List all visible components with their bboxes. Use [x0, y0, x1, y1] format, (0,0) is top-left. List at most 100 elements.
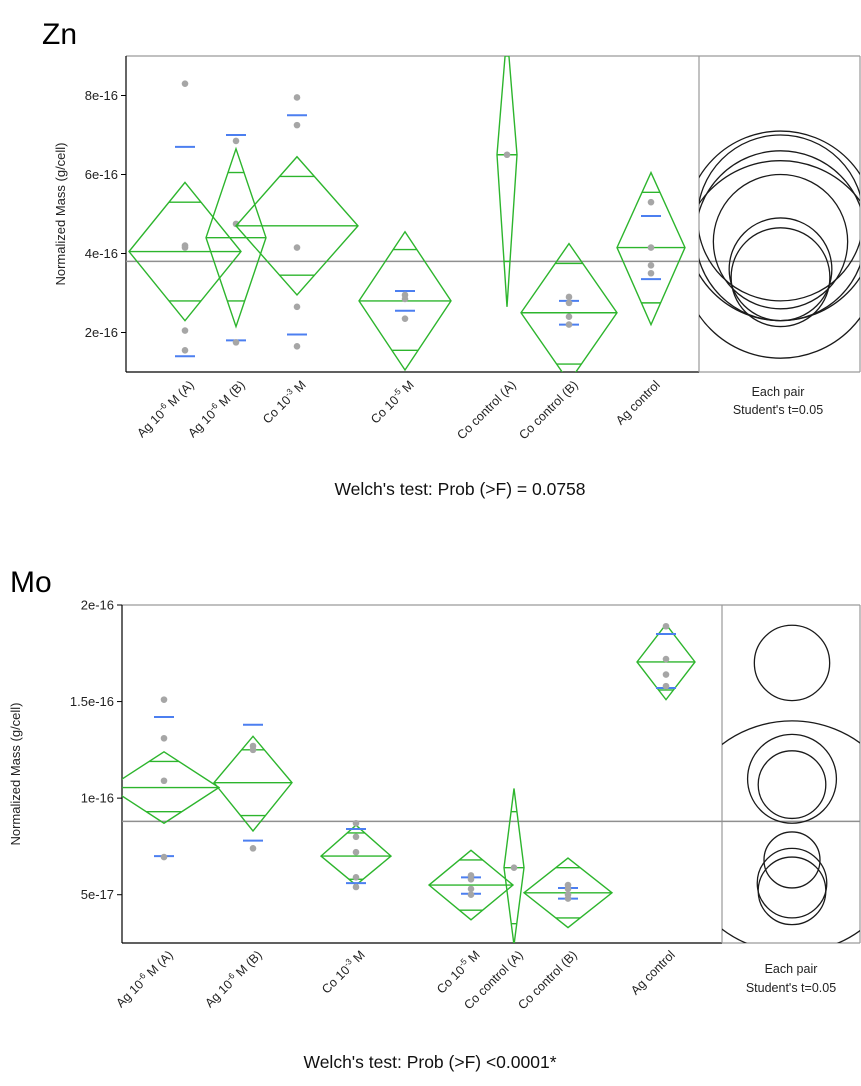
welch-test-result: Welch's test: Prob (>F) = 0.0758 — [334, 479, 585, 499]
data-point — [249, 746, 257, 754]
data-point — [401, 295, 409, 303]
comparison-circle — [699, 160, 860, 359]
data-point — [647, 198, 655, 206]
x-category-label: Co control (A) — [454, 378, 518, 442]
group-1 — [128, 80, 242, 358]
x-category-label: Co control (B) — [516, 378, 580, 442]
group-5 — [496, 56, 518, 307]
x-category-label: Ag 10-6 M (A) — [112, 946, 176, 1010]
data-point — [160, 777, 168, 785]
data-point — [662, 682, 670, 690]
y-tick-label: 4e-16 — [85, 246, 118, 261]
data-point — [565, 299, 573, 307]
data-point — [232, 137, 240, 145]
data-point — [401, 315, 409, 322]
panel-title: Zn — [42, 18, 77, 51]
data-point — [352, 883, 360, 891]
data-point — [352, 819, 360, 827]
data-point — [160, 696, 168, 703]
x-category-label: Co 10-5 M — [367, 376, 417, 426]
group-6 — [522, 857, 614, 929]
data-point — [181, 327, 189, 334]
means-diamond — [358, 230, 452, 372]
means-diamond — [205, 146, 267, 329]
data-point — [662, 655, 670, 663]
pair-label-line-1: Each pair — [765, 962, 818, 976]
data-point — [647, 244, 655, 251]
group-2 — [205, 134, 267, 346]
y-tick-label: 1e-16 — [81, 791, 114, 806]
group-4 — [427, 849, 515, 921]
data-point — [510, 864, 518, 871]
comparison-circle — [699, 134, 860, 302]
means-diamond — [522, 857, 614, 929]
welch-test-result: Welch's test: Prob (>F) <0.0001* — [304, 1052, 557, 1072]
x-category-label: Co 10-3 M — [259, 376, 309, 426]
comparison-circle — [730, 227, 831, 328]
panel-mo: Mo 5e-17 1e-16 1.5e-16 2e-16 Normalized Mass … — [8, 566, 861, 1072]
group-1 — [122, 696, 221, 861]
y-axis-label: Normalized Mass (g/cell) — [8, 702, 23, 845]
data-point — [565, 293, 573, 301]
comparison-circle — [728, 217, 833, 322]
data-point — [662, 671, 670, 678]
data-point — [181, 80, 189, 87]
data-point — [503, 151, 511, 159]
data-point — [565, 313, 573, 321]
data-point — [293, 244, 301, 251]
y-tick-label: 1.5e-16 — [70, 694, 114, 709]
data-point — [647, 262, 655, 269]
means-diamond — [496, 56, 518, 307]
comparison-circle — [756, 847, 828, 919]
x-category-label: Ag 10-6 M (B) — [201, 946, 265, 1010]
comparison-circle — [757, 856, 827, 926]
y-tick-label: 8e-16 — [85, 88, 118, 103]
data-point — [293, 121, 301, 129]
means-diamond — [213, 735, 293, 833]
group-2 — [213, 723, 293, 852]
comparison-circle — [763, 831, 821, 889]
x-category-label: Ag control — [628, 948, 678, 998]
x-category-label: Ag control — [613, 378, 663, 428]
means-diamond — [235, 155, 359, 297]
data-point — [565, 321, 573, 328]
data-point — [160, 853, 168, 861]
data-point — [352, 833, 360, 841]
means-diamond — [128, 181, 242, 322]
y-tick-label: 6e-16 — [85, 167, 118, 182]
plot-area — [122, 622, 696, 943]
group-3 — [319, 819, 393, 891]
group-6 — [520, 242, 618, 372]
data-point — [293, 343, 301, 350]
comparison-circle — [712, 173, 849, 310]
group-3 — [235, 94, 359, 350]
data-point — [160, 734, 168, 742]
data-point — [662, 622, 670, 630]
panel-zn: Zn 2e-16 4e-16 6e-16 8e-16 Normalized Mass (g… — [42, 18, 861, 499]
means-diamond — [503, 788, 525, 943]
means-diamond — [122, 750, 221, 825]
data-point — [232, 339, 240, 346]
means-diamond — [636, 623, 696, 701]
comparison-circle — [699, 130, 860, 322]
data-point — [467, 891, 475, 899]
data-point — [564, 885, 572, 893]
group-5 — [503, 788, 525, 943]
means-diamond — [616, 170, 686, 327]
data-point — [352, 874, 360, 881]
group-4 — [358, 230, 452, 372]
data-point — [249, 845, 257, 852]
data-point — [564, 895, 572, 902]
pair-label-line-2: Student's t=0.05 — [733, 403, 823, 417]
data-point — [647, 269, 655, 277]
data-point — [467, 885, 475, 893]
comparison-circle — [722, 720, 860, 943]
comparison-circle — [699, 150, 860, 322]
y-tick-label: 5e-17 — [81, 887, 114, 902]
data-point — [293, 94, 301, 101]
comparison-circle — [753, 624, 831, 702]
data-point — [181, 244, 189, 251]
comparison-circles — [722, 624, 860, 943]
